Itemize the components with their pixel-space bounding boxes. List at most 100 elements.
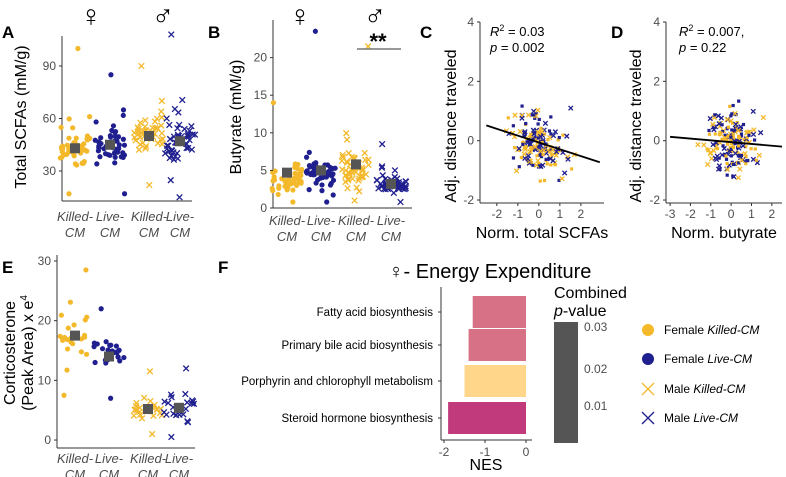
scatter-point — [538, 143, 542, 147]
female-symbol-b: ♀ — [289, 0, 312, 33]
scatter-point — [536, 122, 540, 126]
point-female-live — [112, 154, 118, 160]
scatter-point — [531, 131, 537, 137]
point-male-live — [379, 172, 387, 179]
scatter-point — [733, 121, 739, 127]
point-male-killed — [344, 176, 352, 184]
r2-value-c: = 0.03 — [504, 24, 544, 39]
scatter-point — [531, 137, 535, 141]
point-female-live — [96, 144, 102, 151]
ytick-label: -2 — [463, 193, 474, 207]
point-female-killed — [61, 392, 67, 398]
point-female-live — [110, 123, 117, 129]
scatter-point — [724, 166, 731, 173]
scatter-point — [730, 112, 734, 116]
scatter-point — [521, 140, 525, 144]
point-female-killed — [270, 188, 276, 194]
scatter-point — [539, 126, 543, 130]
point-male-killed — [361, 149, 368, 157]
scatter-point — [547, 129, 552, 133]
point-male-live — [170, 149, 177, 156]
scatter-point — [718, 167, 722, 172]
nes-bar — [468, 329, 526, 361]
panel-d-r2: R2 = 0.007, — [679, 23, 744, 39]
point-female-live — [120, 150, 126, 156]
scatter-point — [551, 148, 555, 152]
scatter-point — [719, 152, 725, 158]
point-female-killed — [71, 153, 77, 159]
scatter-point — [711, 126, 717, 133]
scatter-point — [730, 150, 734, 154]
point-male-killed — [157, 136, 164, 143]
point-female-killed — [294, 173, 300, 179]
panel-e-points — [57, 267, 198, 441]
panel-f: F ♀- Energy Expenditure Fatty acid biosy… — [218, 258, 627, 474]
point-female-live — [327, 182, 334, 188]
point-male-live — [182, 365, 190, 372]
point-male-live — [397, 198, 404, 206]
group-mean-marker — [386, 178, 396, 189]
point-female-live — [114, 349, 120, 356]
point-female-live — [108, 72, 114, 78]
group-label-diet: Killed- — [338, 213, 375, 228]
r2-label-d: R — [679, 24, 688, 39]
scatter-point — [570, 167, 574, 171]
point-female-killed — [83, 267, 89, 273]
scatter-point — [713, 132, 717, 136]
legend-dot — [642, 324, 654, 336]
panel-a-label: A — [2, 23, 14, 42]
scatter-point — [724, 116, 730, 123]
point-male-live — [163, 411, 170, 418]
point-male-live — [402, 183, 409, 190]
xtick-label: 2 — [578, 207, 585, 221]
point-male-killed — [141, 117, 149, 124]
scatter-point — [726, 125, 730, 129]
point-male-killed — [131, 406, 138, 414]
panel-a-ylabel: Total SCFAs (mM/g) — [13, 45, 30, 188]
point-female-live — [112, 129, 118, 136]
panel-d-p: p = 0.22 — [678, 40, 726, 55]
scatter-point — [533, 116, 537, 120]
scatter-point — [517, 165, 521, 169]
point-female-killed — [275, 191, 281, 198]
scatter-point — [726, 134, 730, 138]
point-female-killed — [59, 146, 65, 152]
scatter-point — [539, 155, 544, 159]
scatter-point — [720, 137, 724, 141]
point-male-live — [190, 400, 198, 408]
scatter-point — [715, 113, 721, 119]
point-female-killed — [284, 187, 290, 193]
scatter-point — [542, 120, 549, 126]
point-female-killed — [292, 161, 298, 167]
group-mean-marker — [104, 351, 114, 362]
point-female-live — [107, 134, 114, 140]
scatter-point — [741, 122, 746, 127]
point-male-killed — [362, 156, 369, 164]
point-male-live — [378, 164, 386, 172]
ytick-label: 0 — [44, 433, 51, 447]
panel-e-ylabel-sup: 4 — [19, 295, 30, 301]
scatter-point — [544, 157, 548, 161]
point-female-live — [93, 119, 99, 125]
point-male-live — [188, 122, 195, 130]
scatter-point — [752, 138, 757, 142]
pathway-label: Porphyrin and chlorophyll metabolism — [241, 376, 433, 388]
group-label-cm: CM — [277, 229, 297, 244]
scatter-point — [744, 161, 748, 166]
group-label-cm: CM — [65, 467, 85, 477]
scatter-point — [557, 178, 561, 183]
xtick-label: -1 — [480, 445, 491, 459]
scatter-point — [553, 163, 557, 167]
scatter-point — [731, 136, 735, 140]
panel-e: E Corticosterone (Peak Area) x e4 0 10 20 3… — [2, 254, 198, 477]
xtick-label: -3 — [665, 207, 676, 221]
panel-d-label: D — [611, 23, 623, 42]
scatter-point — [720, 123, 724, 127]
scatter-point — [721, 145, 727, 152]
scatter-point — [701, 142, 707, 148]
scatter-point — [538, 163, 544, 170]
point-male-killed — [353, 184, 360, 191]
pathway-label: Steroid hormone biosynthesis — [282, 413, 434, 425]
